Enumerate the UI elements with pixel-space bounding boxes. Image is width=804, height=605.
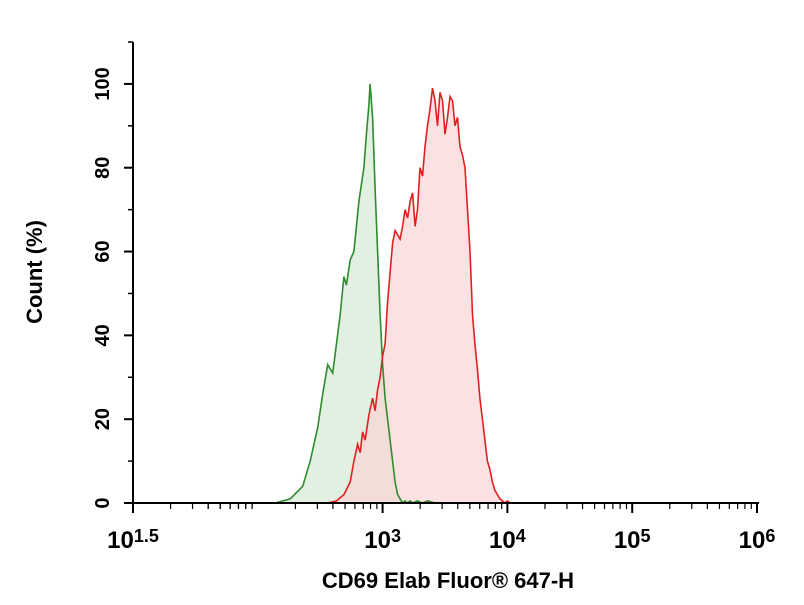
y-tick-label: 100 [92,67,114,100]
x-tick-label: 104 [489,526,526,554]
y-tick-label: 60 [92,240,114,262]
series-layer [275,83,598,505]
x-axis-title: CD69 Elab Fluor® 647-H [322,568,574,593]
y-axis-title: Count (%) [22,220,47,324]
series-1-area [275,83,470,504]
x-tick-label: 105 [614,526,651,554]
axes-layer: 0 20 40 60 80 100 101.5 103 104 105 106 [92,41,776,554]
y-tick-label: 40 [92,324,114,346]
x-tick-label: 101.5 [107,526,159,554]
x-tick-label: 106 [739,526,776,554]
y-tick-label: 0 [92,497,114,508]
series-2-area [327,88,598,503]
x-tick-label: 103 [364,526,401,554]
series-1-line [275,83,470,505]
y-tick-label: 80 [92,157,114,179]
y-tick-label: 20 [92,408,114,430]
